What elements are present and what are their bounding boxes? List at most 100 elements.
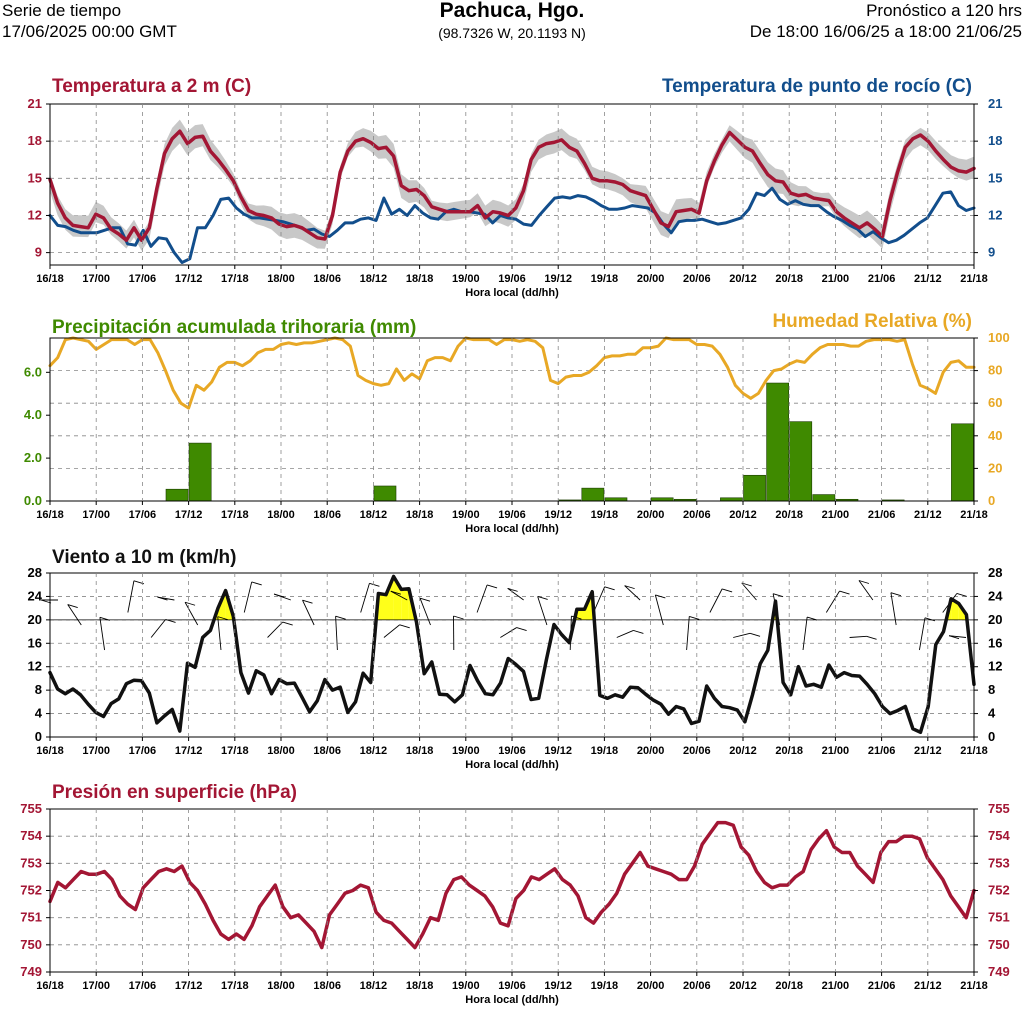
wind-barb — [849, 635, 877, 640]
temp-panel-ytick-label: 12 — [28, 207, 42, 222]
wind-barb-feather — [624, 585, 635, 590]
wind-panel-xtick-label: 17/12 — [175, 745, 203, 757]
wind-panel-xtick-label: 17/06 — [129, 745, 157, 757]
temp-panel-xtick-label: 20/06 — [683, 273, 711, 285]
wind-barb-feather — [157, 596, 168, 601]
wind-barb — [273, 593, 291, 601]
precip-panel-xtick-label: 18/00 — [267, 509, 295, 521]
wind-barb — [243, 581, 262, 613]
temp-panel-xtick-label: 17/18 — [221, 273, 249, 285]
wind-barb — [654, 594, 666, 626]
wind-panel-ytick-label: 8 — [35, 682, 42, 697]
pressure-line — [48, 820, 976, 950]
pressure-panel-xlabel: Hora local (dd/hh) — [465, 994, 559, 1006]
wind-barb — [390, 590, 408, 601]
wind-barb-feather — [858, 580, 870, 584]
wind-panel-xtick-label: 19/00 — [452, 745, 480, 757]
precip-panel-xtick-label: 21/06 — [868, 509, 896, 521]
wind-barb-shaft — [390, 590, 408, 601]
wind-panel-xtick-label: 18/12 — [360, 745, 388, 757]
wind-barb-shaft — [383, 624, 400, 638]
wind-barb-feather — [302, 599, 313, 604]
wind-barb-feather — [866, 635, 877, 640]
wind-panel-ytick-label-right: 8 — [988, 682, 995, 697]
humidity-title: Humedad Relativa (%) — [772, 311, 972, 332]
pressure-panel-xtick-label: 19/12 — [544, 980, 572, 992]
wind-barb-feather — [749, 632, 761, 637]
wind-barb-feather — [282, 621, 293, 626]
wind-barb-shaft — [184, 602, 199, 626]
pressure-panel-ytick-label-right: 753 — [988, 855, 1010, 870]
wind-barb-feather — [604, 586, 615, 591]
wind-barb-feather — [273, 593, 285, 598]
temp-panel-xtick-label: 21/00 — [822, 273, 850, 285]
pressure-panel-xtick-label: 21/12 — [914, 980, 942, 992]
pressure-panel-xtick-label: 21/06 — [868, 980, 896, 992]
wind-barb-feather — [956, 593, 967, 597]
precip-panel-xtick-label: 21/18 — [960, 509, 988, 521]
wind-barb-feather — [772, 593, 784, 598]
wind-barb-shaft — [360, 583, 370, 613]
wind-panel-ytick-label-right: 20 — [988, 612, 1002, 627]
wind-barb — [267, 621, 293, 638]
precip-panel-xtick-label: 21/00 — [822, 509, 850, 521]
pressure-panel-xtick-label: 19/00 — [452, 980, 480, 992]
wind-barb-shaft — [243, 581, 253, 613]
temp-panel-ytick-label: 18 — [28, 133, 42, 148]
wind-panel-xtick-label: 19/12 — [544, 745, 572, 757]
pressure-panel-xtick-label: 17/06 — [129, 980, 157, 992]
pressure-panel-xtick-label: 17/12 — [175, 980, 203, 992]
wind-barb-feather — [453, 615, 464, 620]
wind-barb-feather — [99, 616, 111, 621]
temp-panel-ytick-label: 15 — [28, 170, 42, 185]
precip-panel-xtick-label: 19/18 — [591, 509, 619, 521]
wind-barb-shaft — [709, 588, 723, 613]
pressure-panel-xtick-label: 19/18 — [591, 980, 619, 992]
wind-panel-xtick-label: 18/06 — [313, 745, 341, 757]
pressure-panel-ytick-label-right: 755 — [988, 801, 1010, 816]
precip-panel-ytick-label-right: 40 — [988, 428, 1002, 443]
wind-barb-shaft — [476, 584, 488, 613]
wind-barb-shaft — [733, 632, 751, 638]
temp-panel-ytick-label-right: 9 — [988, 245, 995, 260]
temp-panel-xtick-label: 19/06 — [498, 273, 526, 285]
precip-panel-xtick-label: 18/12 — [360, 509, 388, 521]
precip-panel-xtick-label: 20/00 — [637, 509, 665, 521]
precip-panel-xtick-label: 16/18 — [36, 509, 64, 521]
wind-barb-shaft — [267, 621, 284, 638]
wind-panel-ytick-label: 16 — [28, 635, 42, 650]
wind-barb-shaft — [825, 590, 840, 613]
wind-panel-ytick-label-right: 12 — [988, 659, 1002, 674]
wind-barb-shaft — [537, 596, 548, 626]
header-right: Pronóstico a 120 hrs De 18:00 16/06/25 a… — [750, 0, 1022, 42]
wind-panel-xtick-label: 20/18 — [775, 745, 803, 757]
precip-panel-xtick-label: 20/12 — [729, 509, 757, 521]
precip-panel-xtick-label: 17/12 — [175, 509, 203, 521]
wind-panel-xtick-label: 21/00 — [822, 745, 850, 757]
pressure-panel-xtick-label: 17/00 — [82, 980, 110, 992]
pressure-panel-xtick-label: 20/18 — [775, 980, 803, 992]
pressure-panel-xtick-label: 18/12 — [360, 980, 388, 992]
wind-panel-xtick-label: 20/06 — [683, 745, 711, 757]
header-center: Pachuca, Hgo. (98.7326 W, 20.1193 N) — [0, 0, 1024, 42]
wind-barb-feather — [507, 587, 518, 592]
pressure-panel-ytick-label: 751 — [20, 910, 42, 925]
precip-panel-xtick-label: 18/06 — [313, 509, 341, 521]
pressure-panel-xtick-label: 20/00 — [637, 980, 665, 992]
wind-barb — [537, 596, 548, 626]
wind-barb-shaft — [890, 592, 897, 626]
wind-barb-feather — [165, 619, 176, 623]
precip-panel-ytick-label-right: 20 — [988, 460, 1002, 475]
temp-panel-xtick-label: 18/12 — [360, 273, 388, 285]
temp-panel-xtick-label: 17/06 — [129, 273, 157, 285]
wind-barb-feather — [40, 599, 52, 604]
wind-barb-shaft — [99, 617, 106, 651]
precip-panel-xtick-label: 17/18 — [221, 509, 249, 521]
wind-barb — [624, 585, 641, 601]
wind-title: Viento a 10 m (km/h) — [52, 547, 236, 568]
precip-panel-xtick-label: 19/12 — [544, 509, 572, 521]
precip-panel-ytick-label-right: 0 — [988, 493, 995, 508]
precip-panel-xtick-label: 20/18 — [775, 509, 803, 521]
precip-bar — [951, 423, 974, 502]
temp-panel-xtick-label: 20/00 — [637, 273, 665, 285]
